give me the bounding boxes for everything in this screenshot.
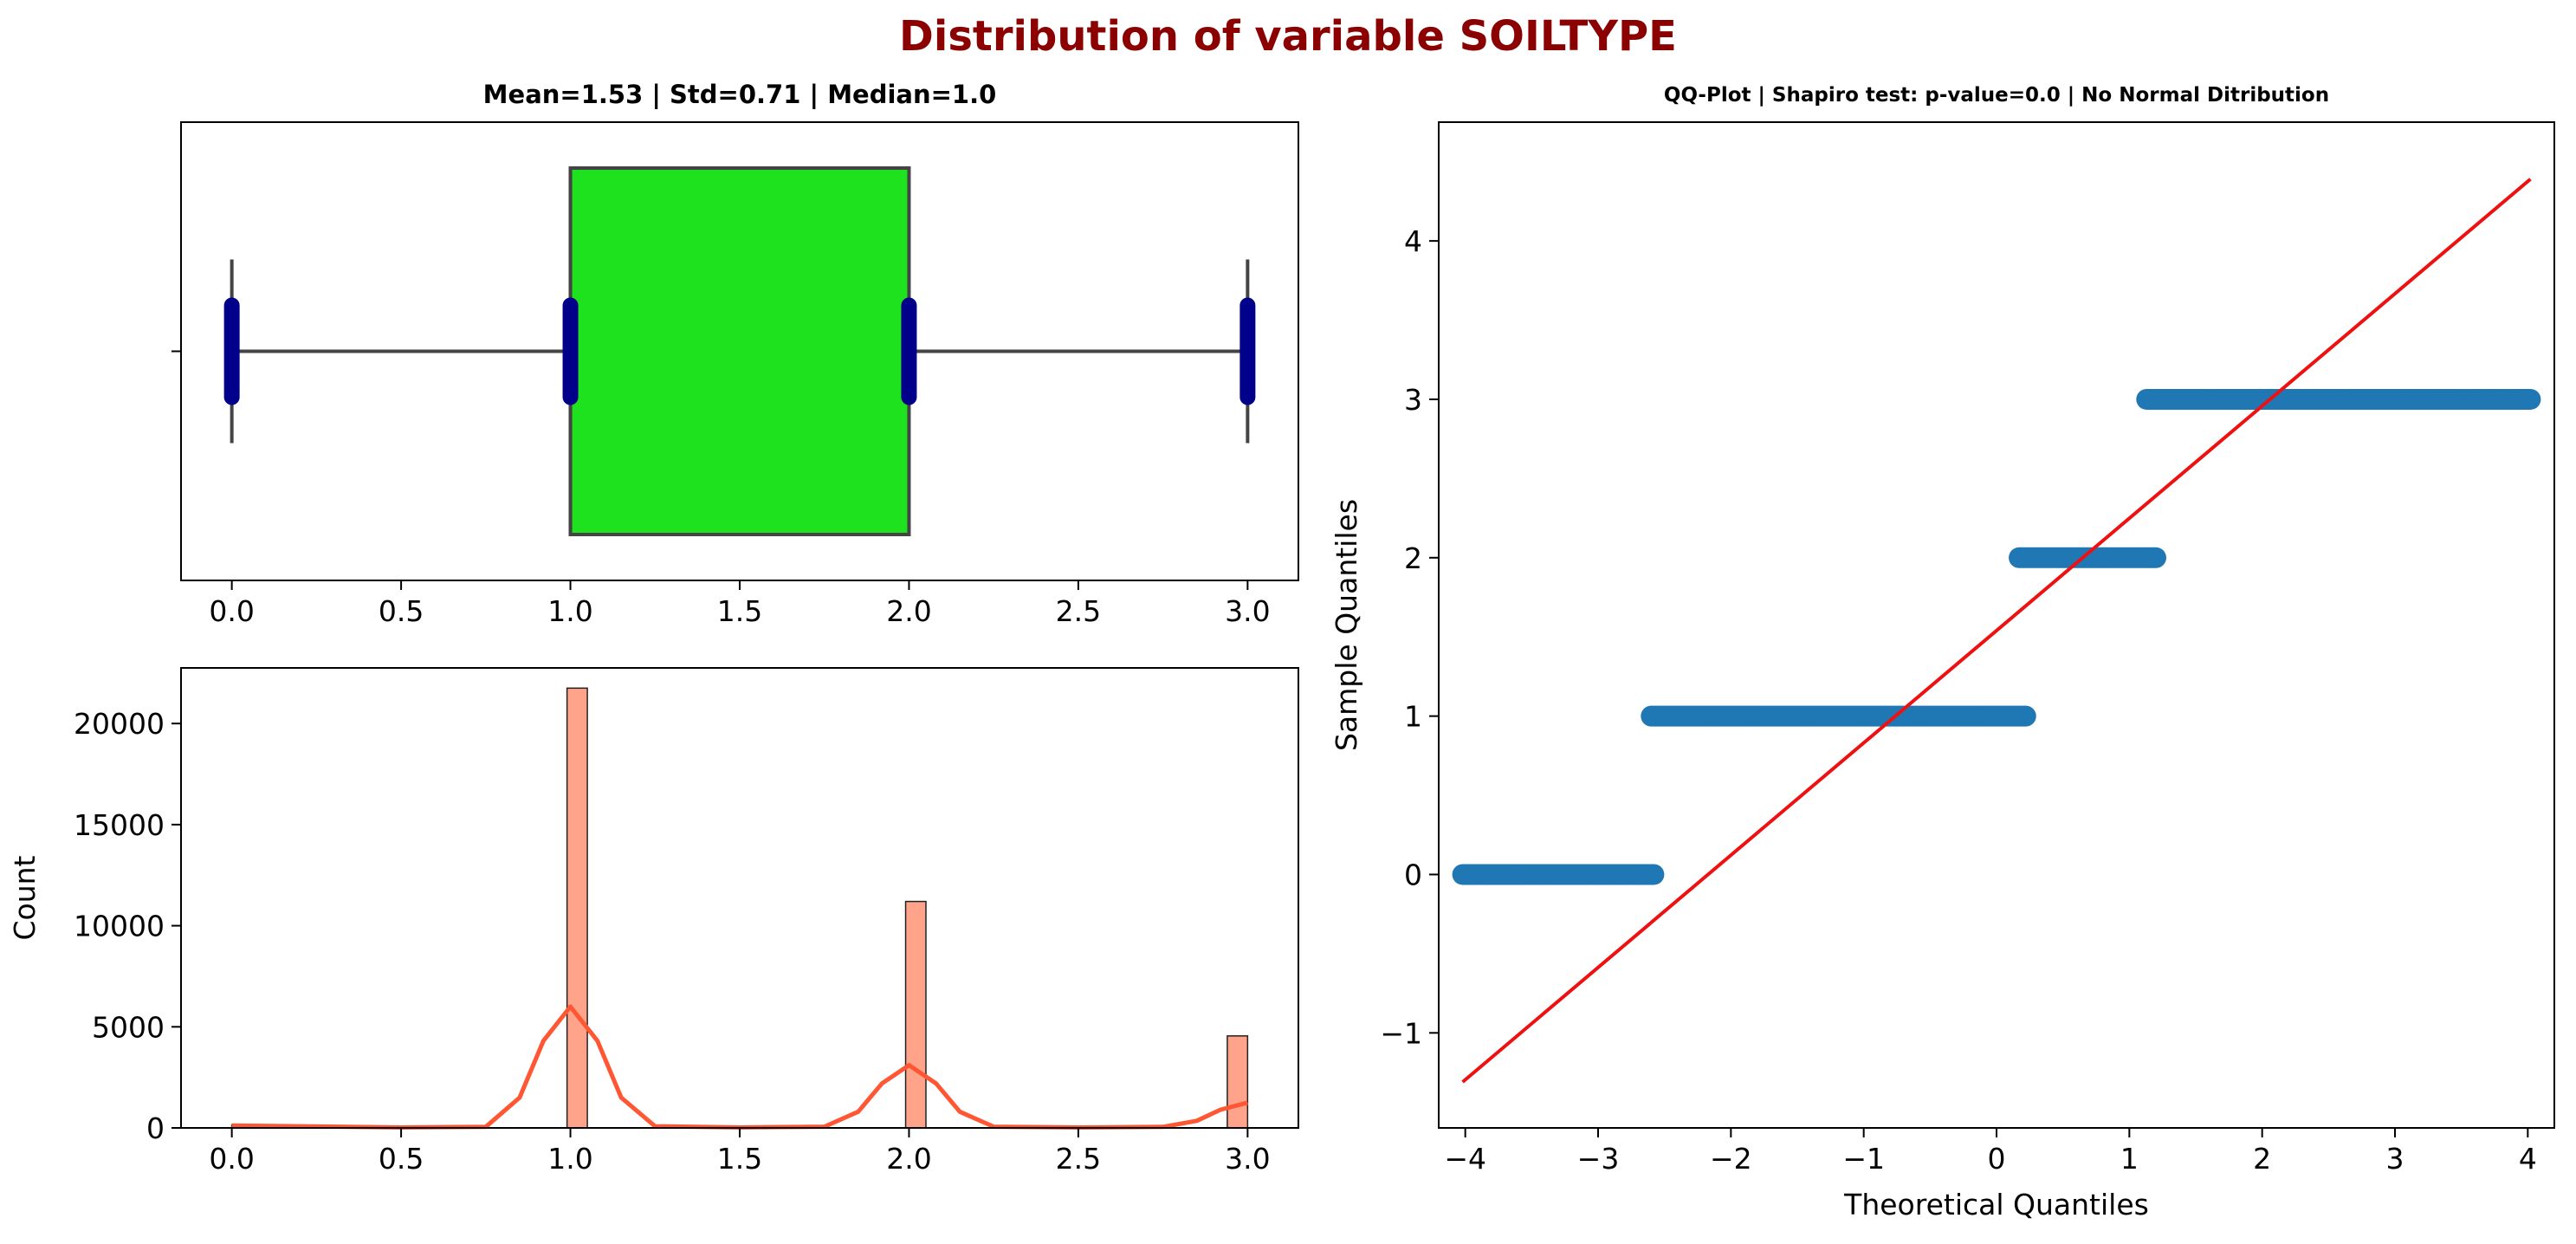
histogram-ylabel: Count xyxy=(8,855,42,940)
qq-sample-point xyxy=(1453,865,1472,884)
qq-sample-point xyxy=(2468,389,2488,409)
qq-sample-point xyxy=(2431,389,2451,409)
box-plot-title: Mean=1.53 | Std=0.71 | Median=1.0 xyxy=(483,80,997,109)
hist-xtick-label: 3.0 xyxy=(1225,1142,1270,1176)
qq-ytick-label: 3 xyxy=(1404,383,1422,417)
qq-ytick-label: 0 xyxy=(1404,858,1422,891)
qq-sample-point xyxy=(2199,389,2219,409)
qq-plot-frame xyxy=(1438,121,2555,1129)
histogram-bar xyxy=(1227,1035,1249,1129)
hist-ytick-label: 10000 xyxy=(74,910,165,943)
hist-xtick-label: 1.0 xyxy=(547,1142,592,1176)
box-xtick-label: 1.5 xyxy=(717,594,762,628)
qq-sample-point xyxy=(2508,389,2527,409)
qq-sample-point xyxy=(2491,389,2511,409)
histogram-bar xyxy=(904,900,927,1129)
histogram-bar xyxy=(566,687,588,1129)
qq-ytick-label: 2 xyxy=(1404,541,1422,575)
box-strip-point xyxy=(901,297,917,405)
qq-sample-point xyxy=(1694,706,1714,726)
qq-sample-point xyxy=(2053,547,2073,567)
qq-sample-point xyxy=(1644,865,1664,884)
qq-sample-point xyxy=(2521,389,2540,409)
figure-title: Distribution of variable SOILTYPE xyxy=(899,12,1677,61)
qq-sample-point xyxy=(2093,547,2113,567)
qq-xtick-label: 2 xyxy=(2253,1142,2271,1176)
box-xtick-label: 0.5 xyxy=(379,594,424,628)
qq-ytick-label: −1 xyxy=(1380,1016,1422,1050)
qq-reference-line xyxy=(1461,178,2532,1084)
qq-sample-point xyxy=(2332,389,2352,409)
box-xtick-label: 2.5 xyxy=(1056,594,1101,628)
qq-xtick-label: 4 xyxy=(2519,1142,2537,1176)
qq-xtick-label: 3 xyxy=(2386,1142,2404,1176)
box-xtick-label: 3.0 xyxy=(1225,594,1270,628)
qq-sample-point xyxy=(2016,706,2036,726)
qq-sample-point xyxy=(2146,547,2165,567)
qq-xtick-label: 1 xyxy=(2120,1142,2139,1176)
box-strip-point xyxy=(1239,297,1256,405)
kde-line xyxy=(231,1004,1249,1130)
qq-plot-title: QQ-Plot | Shapiro test: p-value=0.0 | No… xyxy=(1664,84,2329,107)
hist-xtick-label: 0.5 xyxy=(379,1142,424,1176)
box-iqr xyxy=(568,166,911,536)
qq-xtick-label: −3 xyxy=(1577,1142,1620,1176)
qq-sample-point xyxy=(2451,389,2471,409)
qq-sample-point xyxy=(1907,706,1926,726)
qq-sample-point xyxy=(1960,706,1980,726)
box-xtick-label: 2.0 xyxy=(886,594,931,628)
qq-sample-point xyxy=(1801,706,1821,726)
qq-xlabel: Theoretical Quantiles xyxy=(1843,1188,2149,1221)
box-xtick-label: 1.0 xyxy=(547,594,592,628)
qq-xtick-label: −1 xyxy=(1842,1142,1885,1176)
box-strip-point xyxy=(562,297,579,405)
hist-xtick-label: 2.0 xyxy=(886,1142,931,1176)
hist-xtick-label: 0.0 xyxy=(209,1142,254,1176)
qq-sample-point xyxy=(2392,389,2411,409)
histogram-frame xyxy=(180,667,1299,1129)
hist-ytick-label: 15000 xyxy=(74,808,165,842)
qq-ytick-label: 4 xyxy=(1404,224,1422,258)
hist-ytick-label: 20000 xyxy=(74,707,165,741)
qq-ytick-label: 1 xyxy=(1404,700,1422,734)
qq-ylabel: Sample Quantiles xyxy=(1330,499,1363,751)
qq-sample-point xyxy=(1748,706,1767,726)
qq-xtick-label: −2 xyxy=(1710,1142,1752,1176)
hist-xtick-label: 2.5 xyxy=(1056,1142,1101,1176)
hist-xtick-label: 1.5 xyxy=(717,1142,762,1176)
qq-sample-point xyxy=(2010,547,2029,567)
qq-sample-point xyxy=(2137,389,2157,409)
qq-sample-point xyxy=(1641,706,1661,726)
qq-sample-point xyxy=(2266,389,2285,409)
qq-xtick-label: 0 xyxy=(1988,1142,2006,1176)
hist-ytick-label: 5000 xyxy=(92,1010,165,1044)
box-xtick-label: 0.0 xyxy=(209,594,254,628)
qq-sample-point xyxy=(1854,706,1874,726)
hist-ytick-label: 0 xyxy=(146,1111,165,1145)
box-strip-point xyxy=(223,297,240,405)
qq-xtick-label: −4 xyxy=(1444,1142,1486,1176)
